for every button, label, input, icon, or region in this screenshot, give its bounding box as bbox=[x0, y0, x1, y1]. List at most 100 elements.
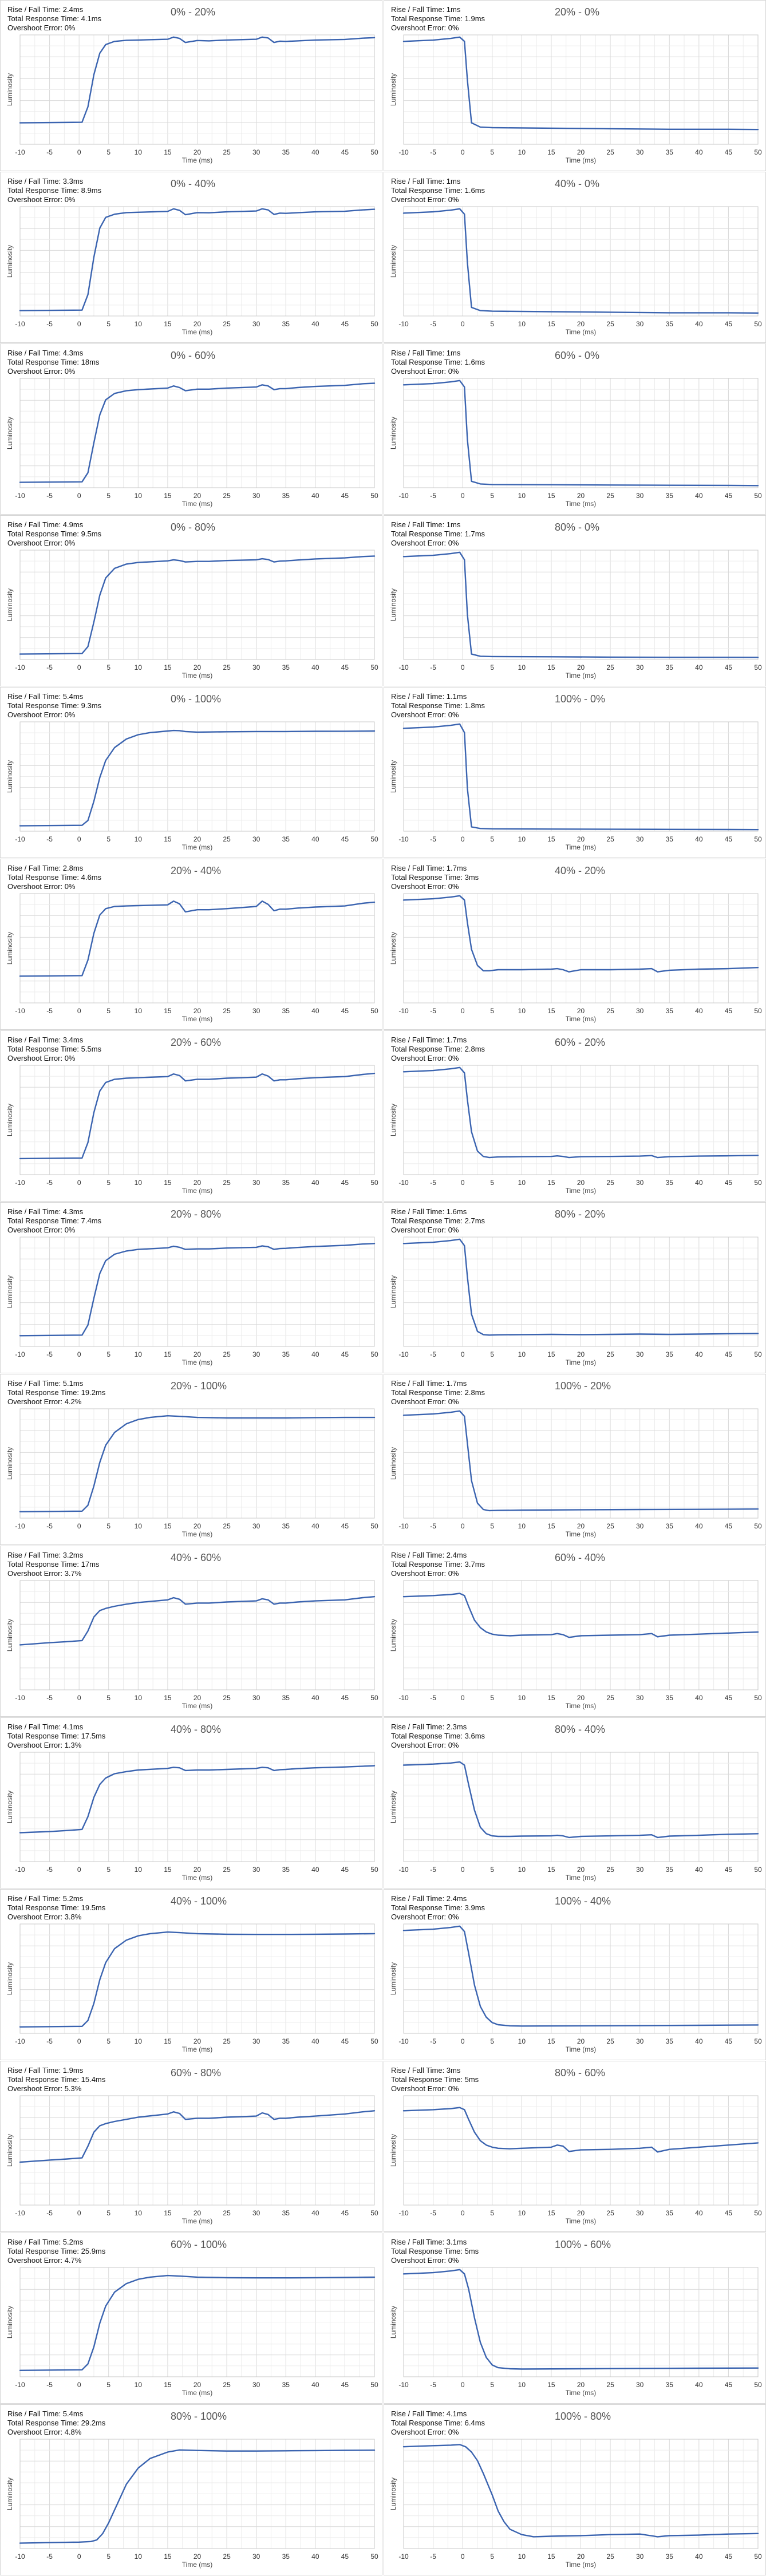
x-tick-label: 40 bbox=[695, 2209, 703, 2217]
x-tick-label: 15 bbox=[164, 2037, 172, 2045]
response-stats: Rise / Fall Time: 4.1ms Total Response Ti… bbox=[391, 2409, 485, 2437]
x-axis-label: Time (ms) bbox=[566, 2561, 597, 2569]
y-axis-label: Luminosity bbox=[389, 245, 397, 278]
plot-frame bbox=[403, 1923, 759, 2034]
plot-frame bbox=[19, 2439, 375, 2549]
chart-title: 100% - 40% bbox=[555, 1895, 611, 1907]
x-tick-label: 20 bbox=[577, 835, 585, 843]
x-tick-label: -10 bbox=[15, 663, 25, 671]
response-stats: Rise / Fall Time: 2.3ms Total Response Ti… bbox=[391, 1722, 485, 1750]
x-tick-label: 50 bbox=[370, 1694, 378, 1702]
x-tick-label: 25 bbox=[223, 148, 231, 156]
x-tick-label: 20 bbox=[577, 663, 585, 671]
x-tick-label: 35 bbox=[666, 1522, 674, 1530]
x-tick-label: 50 bbox=[754, 1007, 762, 1015]
plot-frame bbox=[19, 1923, 375, 2034]
rise-fall-time-label: Rise / Fall Time: 3ms bbox=[391, 2066, 461, 2075]
x-tick-label: 30 bbox=[636, 835, 644, 843]
x-tick-label: 35 bbox=[666, 1179, 674, 1187]
total-response-time-label: Total Response Time: 19.5ms bbox=[7, 1903, 106, 1912]
plot-frame bbox=[19, 2095, 375, 2206]
luminosity-series-line bbox=[19, 2274, 376, 2371]
x-tick-label: 0 bbox=[77, 1522, 81, 1530]
overshoot-error-label: Overshoot Error: 3.7% bbox=[7, 1569, 82, 1578]
x-tick-label: 0 bbox=[461, 2037, 465, 2045]
luminosity-series-line bbox=[19, 1415, 376, 1512]
x-axis-label: Time (ms) bbox=[566, 500, 597, 508]
x-tick-label: 15 bbox=[164, 1522, 172, 1530]
x-tick-label: 5 bbox=[106, 1350, 110, 1358]
x-tick-label: 10 bbox=[135, 835, 143, 843]
total-response-time-label: Total Response Time: 1.7ms bbox=[391, 530, 485, 538]
x-tick-label: 30 bbox=[252, 320, 260, 328]
x-tick-label: 30 bbox=[252, 1007, 260, 1015]
chart-title: 60% - 100% bbox=[171, 2239, 227, 2250]
x-tick-label: 10 bbox=[518, 663, 526, 671]
total-response-time-label: Total Response Time: 1.6ms bbox=[391, 358, 485, 366]
x-axis-label: Time (ms) bbox=[566, 1530, 597, 1538]
x-tick-label: 15 bbox=[547, 148, 555, 156]
plot-frame bbox=[19, 1065, 375, 1175]
line-plot: -10 -5 0 5 10 15 20 25 30 35 40 45 50 Time (ms) Lumino… bbox=[6, 1923, 378, 2053]
chart-panel: Rise / Fall Time: 2.4ms Total Response Ti… bbox=[384, 1889, 766, 2060]
x-tick-label: 40 bbox=[311, 2553, 319, 2561]
chart-title: 60% - 20% bbox=[555, 1037, 606, 1048]
x-tick-label: 35 bbox=[282, 2381, 290, 2389]
x-tick-label: -10 bbox=[398, 2553, 409, 2561]
overshoot-error-label: Overshoot Error: 0% bbox=[7, 1054, 76, 1062]
overshoot-error-label: Overshoot Error: 0% bbox=[391, 1741, 459, 1749]
response-stats: Rise / Fall Time: 5.2ms Total Response Ti… bbox=[7, 2238, 105, 2265]
luminosity-series-line bbox=[19, 208, 376, 311]
x-tick-label: 0 bbox=[77, 492, 81, 500]
plot-frame bbox=[19, 1408, 375, 1519]
chart-panel: Rise / Fall Time: 2.4ms Total Response Ti… bbox=[0, 0, 382, 171]
x-tick-label: 45 bbox=[725, 835, 733, 843]
chart-panel: Rise / Fall Time: 1ms Total Response Time… bbox=[384, 0, 766, 171]
x-tick-label: 15 bbox=[164, 663, 172, 671]
response-stats: Rise / Fall Time: 3.2ms Total Response Ti… bbox=[7, 1551, 99, 1578]
x-tick-label: 30 bbox=[636, 2553, 644, 2561]
chart-title: 0% - 40% bbox=[171, 178, 216, 189]
x-tick-label: 50 bbox=[370, 320, 378, 328]
x-tick-label: -5 bbox=[46, 1522, 53, 1530]
chart-panel: Rise / Fall Time: 5.2ms Total Response Ti… bbox=[0, 2233, 382, 2404]
x-tick-label: -5 bbox=[46, 320, 53, 328]
x-tick-label: 0 bbox=[461, 2381, 465, 2389]
rise-fall-time-label: Rise / Fall Time: 4.3ms bbox=[7, 1207, 84, 1216]
line-plot: -10 -5 0 5 10 15 20 25 30 35 40 45 50 Time (ms) Lumino… bbox=[6, 34, 378, 164]
response-stats: Rise / Fall Time: 4.9ms Total Response Ti… bbox=[7, 520, 101, 548]
x-axis-label: Time (ms) bbox=[566, 1702, 597, 1710]
x-axis-label: Time (ms) bbox=[182, 2389, 213, 2397]
chart-title: 20% - 60% bbox=[171, 1037, 222, 1048]
response-stats: Rise / Fall Time: 2.4ms Total Response Ti… bbox=[7, 5, 101, 33]
x-tick-label: 15 bbox=[547, 492, 555, 500]
x-tick-label: 35 bbox=[282, 1179, 290, 1187]
response-stats: Rise / Fall Time: 5.1ms Total Response Ti… bbox=[7, 1379, 105, 1406]
x-tick-label: 25 bbox=[223, 2381, 231, 2389]
plot-frame bbox=[403, 2095, 759, 2206]
x-tick-label: 0 bbox=[461, 492, 465, 500]
x-tick-label: 40 bbox=[311, 1866, 319, 1874]
chart-title: 80% - 60% bbox=[555, 2067, 606, 2079]
luminosity-series-line bbox=[402, 551, 759, 658]
chart-panel: Rise / Fall Time: 4.3ms Total Response Ti… bbox=[0, 343, 382, 515]
x-tick-label: 50 bbox=[754, 2553, 762, 2561]
plot-frame bbox=[403, 34, 759, 145]
x-tick-label: 0 bbox=[77, 835, 81, 843]
chart-title: 0% - 100% bbox=[171, 693, 222, 705]
overshoot-error-label: Overshoot Error: 0% bbox=[391, 367, 459, 376]
x-tick-label: 35 bbox=[282, 1350, 290, 1358]
total-response-time-label: Total Response Time: 17.5ms bbox=[7, 1732, 106, 1740]
overshoot-error-label: Overshoot Error: 0% bbox=[7, 367, 76, 376]
plot-frame bbox=[19, 206, 375, 317]
x-tick-label: -10 bbox=[398, 1694, 409, 1702]
rise-fall-time-label: Rise / Fall Time: 1ms bbox=[391, 5, 461, 14]
line-plot: -10 -5 0 5 10 15 20 25 30 35 40 45 50 Time (ms) Lumino… bbox=[389, 2267, 762, 2397]
line-plot: -10 -5 0 5 10 15 20 25 30 35 40 45 50 Time (ms) Lumino… bbox=[389, 893, 762, 1023]
chart-title: 40% - 100% bbox=[171, 1895, 227, 1907]
chart-panel: Rise / Fall Time: 1.6ms Total Response Ti… bbox=[384, 1202, 766, 1373]
x-tick-label: 10 bbox=[135, 1179, 143, 1187]
chart-title: 40% - 60% bbox=[171, 1552, 222, 1563]
luminosity-series-line bbox=[402, 2444, 759, 2538]
x-tick-label: -5 bbox=[430, 1350, 436, 1358]
